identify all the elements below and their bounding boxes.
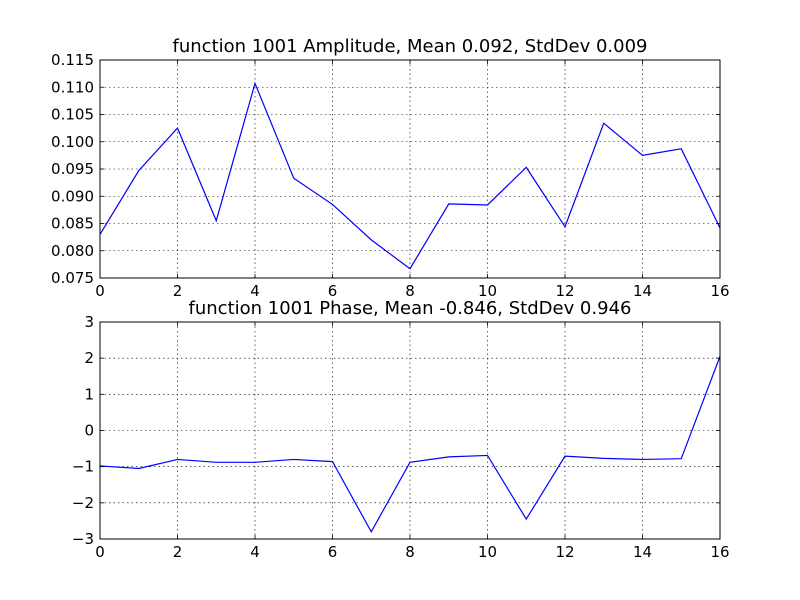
- chart-1-y-tick-label: 0.085: [51, 215, 94, 233]
- chart-2-x-tick-label: 6: [328, 543, 338, 561]
- chart-1-y-tick-label: 0.080: [51, 242, 94, 260]
- chart-1-x-tick-label: 14: [633, 282, 652, 300]
- chart-2-x-tick-label: 14: [633, 543, 652, 561]
- chart-1: 0 2 4 6 8 10 12 14 160.0750.0800.0850.0900.0950.…: [51, 36, 730, 300]
- chart-1-x-tick-label: 0: [95, 282, 105, 300]
- chart-2-y-tick-label: 3: [84, 313, 94, 331]
- chart-2-x-tick-label: 0: [95, 543, 105, 561]
- chart-2-y-tick-label: 1: [84, 385, 94, 403]
- chart-1-y-tick-label: 0.115: [51, 51, 94, 69]
- chart-1-y-tick-label: 0.095: [51, 160, 94, 178]
- chart-1-y-tick-label: 0.090: [51, 187, 94, 205]
- chart-1-y-tick-label: 0.100: [51, 133, 94, 151]
- chart-1-y-tick-label: 0.105: [51, 106, 94, 124]
- chart-2-y-tick-label: −1: [72, 458, 94, 476]
- chart-2-x-tick-label: 4: [250, 543, 260, 561]
- chart-1-x-tick-label: 2: [173, 282, 183, 300]
- chart-2-x-tick-label: 8: [405, 543, 415, 561]
- chart-2-title: function 1001 Phase, Mean -0.846, StdDev…: [189, 298, 632, 319]
- chart-1-x-tick-label: 16: [710, 282, 729, 300]
- chart-1-y-tick-label: 0.110: [51, 78, 94, 96]
- chart-1-y-tick-label: 0.075: [51, 269, 94, 287]
- chart-2-x-tick-label: 16: [710, 543, 729, 561]
- chart-2-x-tick-label: 10: [478, 543, 497, 561]
- chart-2-y-tick-label: 0: [84, 422, 94, 440]
- chart-2-y-tick-label: 2: [84, 349, 94, 367]
- chart-2-x-tick-label: 2: [173, 543, 183, 561]
- chart-2-y-tick-label: −3: [72, 530, 94, 548]
- chart-2-y-tick-label: −2: [72, 494, 94, 512]
- chart-2-x-tick-label: 12: [555, 543, 574, 561]
- chart-1-title: function 1001 Amplitude, Mean 0.092, Std…: [173, 36, 648, 57]
